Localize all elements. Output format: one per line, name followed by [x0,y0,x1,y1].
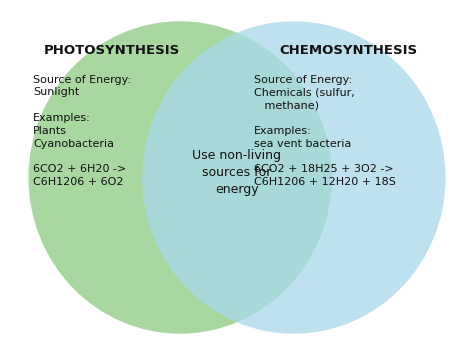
Text: PHOTOSYNTHESIS: PHOTOSYNTHESIS [43,44,180,58]
Ellipse shape [28,21,332,334]
Text: Source of Energy:
Chemicals (sulfur,
   methane)

Examples:
sea vent bacteria

6: Source of Energy: Chemicals (sulfur, met… [254,75,395,187]
Text: Use non-living
sources for
energy: Use non-living sources for energy [192,149,282,196]
Text: Source of Energy:
Sunlight

Examples:
Plants
Cyanobacteria

6CO2 + 6H20 ->
C6H12: Source of Energy: Sunlight Examples: Pla… [33,75,131,187]
Text: CHEMOSYNTHESIS: CHEMOSYNTHESIS [279,44,418,58]
Ellipse shape [142,21,446,334]
